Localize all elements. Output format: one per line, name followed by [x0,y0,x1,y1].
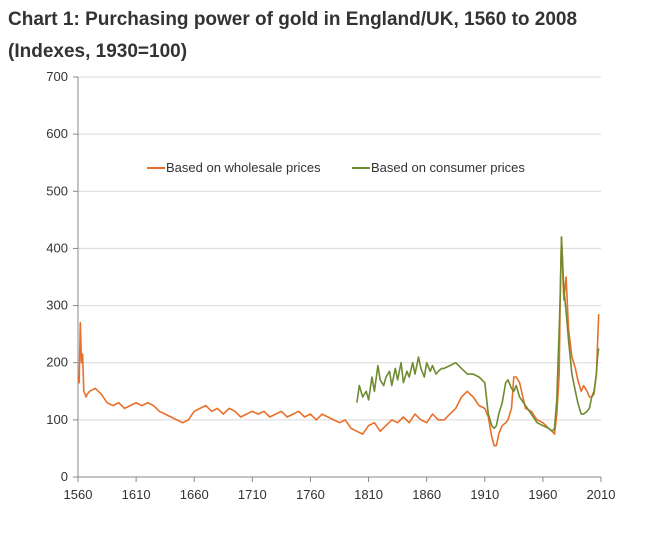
legend: Based on wholesale prices Based on consum… [147,160,525,175]
x-tick-label: 1660 [180,487,209,502]
legend-label-0: Based on wholesale prices [166,160,321,175]
y-tick-label: 100 [46,412,68,427]
series-line-1 [356,236,600,433]
x-tick-label: 1910 [470,487,499,502]
x-tick-label: 1810 [354,487,383,502]
x-tick-label: 1760 [296,487,325,502]
y-tick-label: 500 [46,183,68,198]
series-line-0 [77,236,600,447]
series-lines [77,236,600,447]
y-tick-label: 300 [46,298,68,313]
x-tick-label: 1710 [238,487,267,502]
y-tick-label: 600 [46,126,68,141]
x-tick-labels: 1560 1610 1660 1710 1760 1810 1860 1910 1960 2010 [64,487,616,502]
y-tick-label: 700 [46,69,68,84]
x-tick-label: 1960 [528,487,557,502]
gridlines [78,76,601,421]
y-tick-label: 0 [61,469,68,484]
x-tick-label: 1560 [64,487,93,502]
x-tick-label: 2010 [587,487,616,502]
legend-label-1: Based on consumer prices [371,160,525,175]
y-tick-label: 200 [46,355,68,370]
x-tick-label: 1860 [412,487,441,502]
chart-title: Chart 1: Purchasing power of gold in Eng… [8,9,578,62]
y-tick-labels: 0 100 200 300 400 500 600 700 [46,69,68,484]
y-tick-label: 400 [46,240,68,255]
axes [73,76,602,482]
x-tick-label: 1610 [122,487,151,502]
